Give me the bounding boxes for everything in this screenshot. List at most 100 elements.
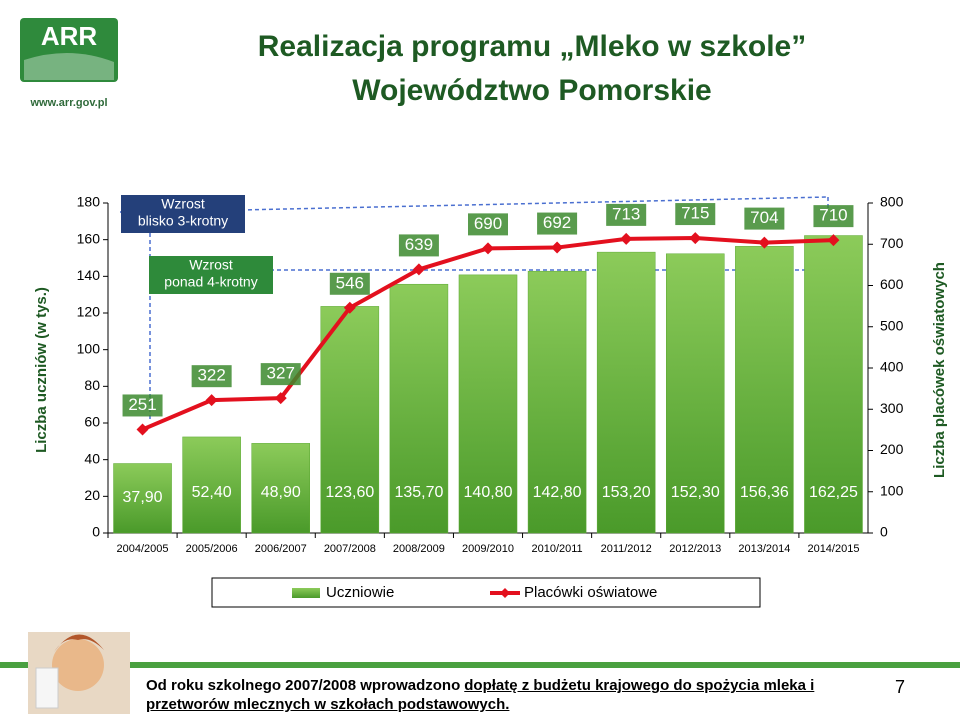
footnote: Od roku szkolnego 2007/2008 wprowadzono d… — [146, 676, 836, 714]
line-label-bg — [744, 207, 785, 230]
annotation-text: Wzrost — [161, 196, 205, 212]
line-label: 327 — [267, 364, 295, 383]
y-tick-label: 80 — [84, 377, 100, 393]
bottom-band — [0, 662, 960, 668]
x-tick-label: 2004/2005 — [117, 543, 169, 555]
line-marker — [689, 232, 702, 245]
y2-tick-label: 0 — [880, 524, 888, 540]
line-marker — [620, 232, 633, 245]
line-marker — [343, 301, 356, 314]
bar-label: 142,80 — [533, 484, 582, 501]
line-label: 692 — [543, 213, 571, 232]
annotation-text: Wzrost — [189, 257, 233, 273]
y-tick-label: 100 — [77, 340, 101, 356]
y2-tick-label: 500 — [880, 317, 904, 333]
line-label: 704 — [750, 208, 778, 227]
line-label: 715 — [681, 204, 709, 223]
logo-box — [20, 18, 118, 82]
y2-tick-label: 600 — [880, 276, 904, 292]
x-tick-label: 2014/2015 — [807, 543, 859, 555]
bar — [527, 270, 587, 534]
page-number: 7 — [895, 677, 905, 697]
line-marker — [482, 242, 494, 255]
x-tick-label: 2010/2011 — [531, 543, 582, 555]
line-marker — [205, 394, 218, 407]
bar — [251, 443, 310, 534]
x-tick-label: 2013/2014 — [738, 543, 790, 555]
line-label: 322 — [197, 366, 225, 385]
logo-text: ARR — [41, 21, 98, 51]
y-tick-label: 40 — [84, 450, 100, 466]
photo-glass — [35, 667, 59, 709]
line-label-bg — [398, 234, 439, 257]
y2-tick-label: 200 — [880, 441, 904, 457]
x-tick-label: 2012/2013 — [669, 543, 721, 555]
line-label: 710 — [819, 206, 847, 225]
x-tick-label: 2007/2008 — [324, 543, 376, 555]
line-label-bg — [468, 213, 508, 236]
line-label-bg — [606, 203, 647, 226]
line-marker — [136, 423, 149, 436]
title: Realizacja programu „Mleko w szkole” — [258, 30, 807, 63]
footnote-text: Od roku szkolnego 2007/2008 wprowadzono — [146, 677, 461, 694]
y-tick-label: 20 — [84, 487, 100, 503]
x-tick-label: 2006/2007 — [255, 543, 307, 555]
x-tick-label: 2009/2010 — [462, 543, 514, 555]
x-tick-label: 2008/2009 — [393, 543, 445, 555]
bar-label: 156,36 — [740, 484, 789, 501]
line-label: 690 — [474, 214, 502, 233]
y2-tick-label: 100 — [880, 482, 904, 498]
bar-label: 162,25 — [809, 484, 858, 501]
y-tick-label: 180 — [77, 194, 101, 210]
photo-face — [52, 639, 104, 691]
bar-label: 135,70 — [394, 484, 443, 501]
annotation-box — [149, 256, 273, 294]
line-label-bg — [260, 363, 301, 386]
line-label: 251 — [128, 395, 156, 414]
bar-label: 152,30 — [671, 484, 720, 501]
bar — [735, 246, 794, 534]
annotation-box — [121, 195, 245, 233]
bar — [320, 306, 380, 534]
line-label-bg — [675, 203, 716, 226]
photo-hair — [54, 634, 104, 652]
x-tick-label: 2011/2012 — [601, 543, 652, 555]
line-label-bg — [537, 212, 578, 235]
line-label-bg — [122, 394, 163, 417]
y-tick-label: 160 — [77, 230, 101, 246]
line-label: 713 — [612, 204, 640, 223]
subtitle: Województwo Pomorskie — [352, 74, 712, 107]
line-marker — [827, 234, 840, 247]
bar-label: 140,80 — [464, 484, 513, 501]
logo-field — [24, 52, 114, 80]
line-marker — [758, 236, 771, 249]
bar — [113, 463, 172, 534]
annotation-text: ponad 4-krotny — [164, 274, 257, 290]
line-marker — [412, 263, 425, 276]
y-tick-label: 140 — [77, 267, 101, 283]
bar-label: 52,40 — [192, 484, 232, 501]
bar — [596, 251, 656, 534]
bar — [389, 283, 449, 534]
legend-marker — [500, 588, 510, 598]
footnote-link: dopłatę z budżetu krajowego do spożycia … — [146, 677, 815, 713]
y2-tick-label: 800 — [880, 194, 904, 210]
annotation-text: blisko 3-krotny — [138, 213, 228, 229]
y-tick-label: 60 — [84, 414, 100, 430]
logo-url: www.arr.gov.pl — [29, 97, 107, 109]
line-label-bg — [191, 365, 232, 388]
line-label-bg — [329, 272, 370, 295]
line-marker — [274, 392, 287, 405]
line-label: 546 — [336, 273, 364, 292]
legend-label: Placówki oświatowe — [524, 584, 657, 601]
x-tick-label: 2005/2006 — [186, 543, 238, 555]
y-axis-label: Liczba uczniów (w tys.) — [33, 287, 50, 453]
bar — [458, 274, 518, 534]
bar — [804, 235, 863, 534]
line-marker — [551, 241, 564, 254]
y-tick-label: 120 — [77, 304, 101, 320]
y2-axis-label: Liczba placówek oświatowych — [931, 262, 948, 478]
bar-label: 48,90 — [261, 484, 301, 501]
